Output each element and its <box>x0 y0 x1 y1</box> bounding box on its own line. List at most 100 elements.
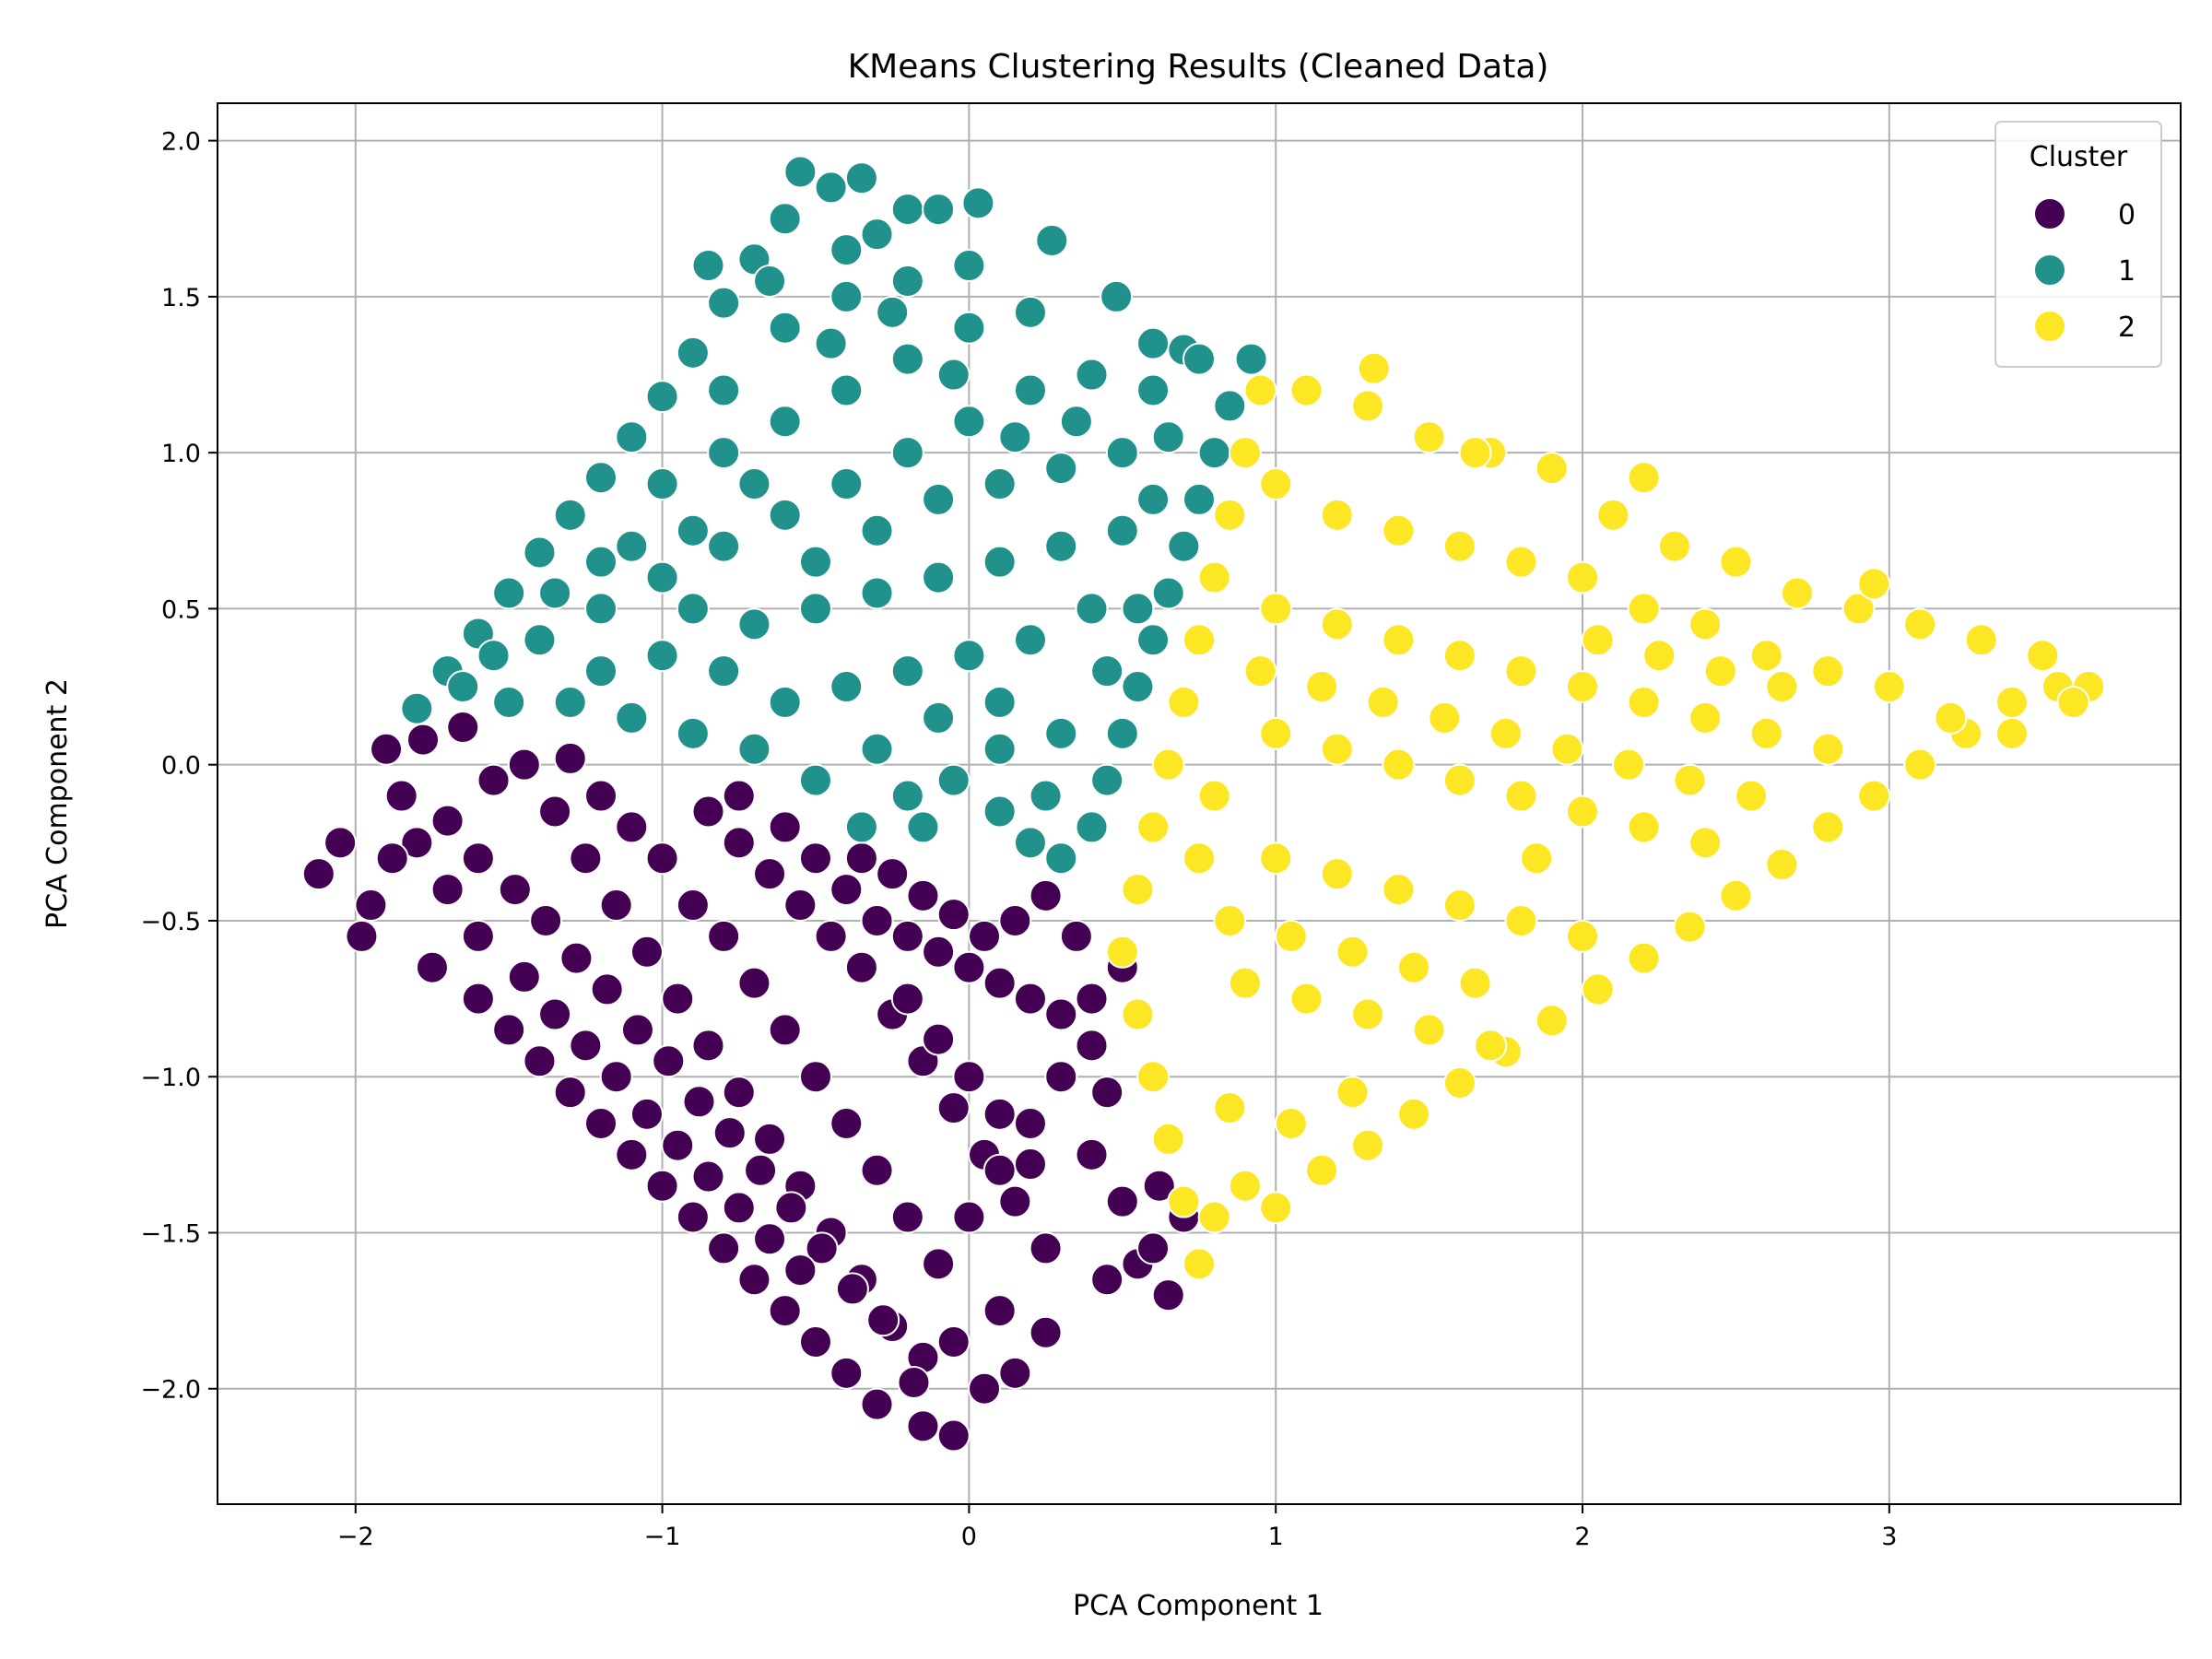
data-point <box>774 1191 808 1225</box>
data-point <box>936 763 971 797</box>
data-point <box>324 826 358 860</box>
data-point <box>707 436 741 470</box>
data-point <box>1182 1247 1216 1281</box>
data-point <box>1136 326 1171 360</box>
data-point <box>1259 592 1293 626</box>
data-point <box>1274 919 1308 953</box>
data-point <box>1351 1128 1385 1162</box>
data-point <box>1029 779 1063 813</box>
data-point <box>1550 732 1584 766</box>
data-point <box>691 1159 725 1194</box>
data-point <box>982 1097 1017 1131</box>
legend-label: 2 <box>2118 312 2136 344</box>
data-point <box>1994 685 2029 719</box>
data-point <box>998 420 1032 454</box>
data-point <box>569 841 603 876</box>
data-point <box>1458 436 1492 470</box>
data-point <box>722 1076 756 1110</box>
data-point <box>1121 592 1155 626</box>
data-point <box>844 810 878 844</box>
data-point <box>936 1091 971 1125</box>
data-point <box>538 576 572 610</box>
data-point <box>599 888 633 923</box>
data-point <box>354 888 388 923</box>
data-point <box>798 763 832 797</box>
data-point <box>1964 623 1998 657</box>
data-point <box>998 1356 1032 1390</box>
data-point <box>707 919 741 953</box>
data-point <box>1442 888 1477 923</box>
data-point <box>645 467 679 501</box>
data-point <box>477 639 511 673</box>
data-point <box>523 1044 557 1078</box>
data-point <box>553 498 587 532</box>
data-point <box>1182 841 1216 876</box>
data-point <box>1044 716 1078 750</box>
x-tick-label: −2 <box>337 1523 374 1551</box>
data-point <box>814 919 848 953</box>
data-point <box>615 1137 649 1171</box>
data-point <box>676 513 710 547</box>
data-point <box>1688 826 1723 860</box>
data-point <box>1259 467 1293 501</box>
data-point <box>584 1106 618 1140</box>
data-point <box>1305 1153 1339 1187</box>
data-point <box>370 732 404 766</box>
data-point <box>768 1294 802 1328</box>
data-point <box>1029 878 1063 912</box>
data-point <box>1013 623 1047 657</box>
data-point <box>798 592 832 626</box>
data-point <box>783 888 818 923</box>
data-point <box>1657 529 1691 563</box>
data-point <box>1228 436 1262 470</box>
y-tick-label: −1.5 <box>140 1219 201 1248</box>
data-point <box>1566 560 1600 594</box>
data-point <box>1182 623 1216 657</box>
data-point <box>1535 452 1569 486</box>
data-point <box>1749 716 1783 750</box>
data-point <box>1090 654 1124 688</box>
plot-area-frame <box>217 102 2182 1505</box>
data-point <box>798 545 832 579</box>
data-point <box>1396 1097 1430 1131</box>
data-point <box>952 950 986 984</box>
data-point <box>1382 747 1416 782</box>
data-point <box>830 1106 864 1140</box>
data-point <box>922 935 956 969</box>
data-point <box>1059 919 1093 953</box>
data-point <box>1642 639 1677 673</box>
legend-label: 0 <box>2118 199 2136 231</box>
data-point <box>1105 513 1139 547</box>
data-point <box>998 1184 1032 1218</box>
data-point <box>998 903 1032 937</box>
legend-marker <box>2033 253 2066 287</box>
data-point <box>538 997 572 1031</box>
data-point <box>682 1085 716 1119</box>
data-point <box>768 685 802 719</box>
data-point <box>691 249 725 283</box>
data-point <box>1013 373 1047 407</box>
data-point <box>753 264 787 298</box>
data-point <box>1059 405 1093 439</box>
data-point <box>553 741 587 775</box>
data-point <box>1013 982 1047 1016</box>
data-point <box>1044 1060 1078 1094</box>
data-point <box>1259 1191 1293 1225</box>
y-tick-label: −2.0 <box>140 1376 201 1405</box>
data-point <box>446 711 480 745</box>
data-point <box>1289 982 1324 1016</box>
data-point <box>906 1409 940 1443</box>
data-point <box>691 794 725 829</box>
data-point <box>492 576 526 610</box>
data-point <box>1121 873 1155 907</box>
data-point <box>1151 420 1185 454</box>
data-point <box>830 233 864 267</box>
data-point <box>1013 1147 1047 1182</box>
data-point <box>890 779 924 813</box>
data-point <box>1044 452 1078 486</box>
data-point <box>830 467 864 501</box>
data-point <box>1857 779 1891 813</box>
data-point <box>753 857 787 891</box>
data-point <box>982 685 1017 719</box>
data-point <box>890 982 924 1016</box>
